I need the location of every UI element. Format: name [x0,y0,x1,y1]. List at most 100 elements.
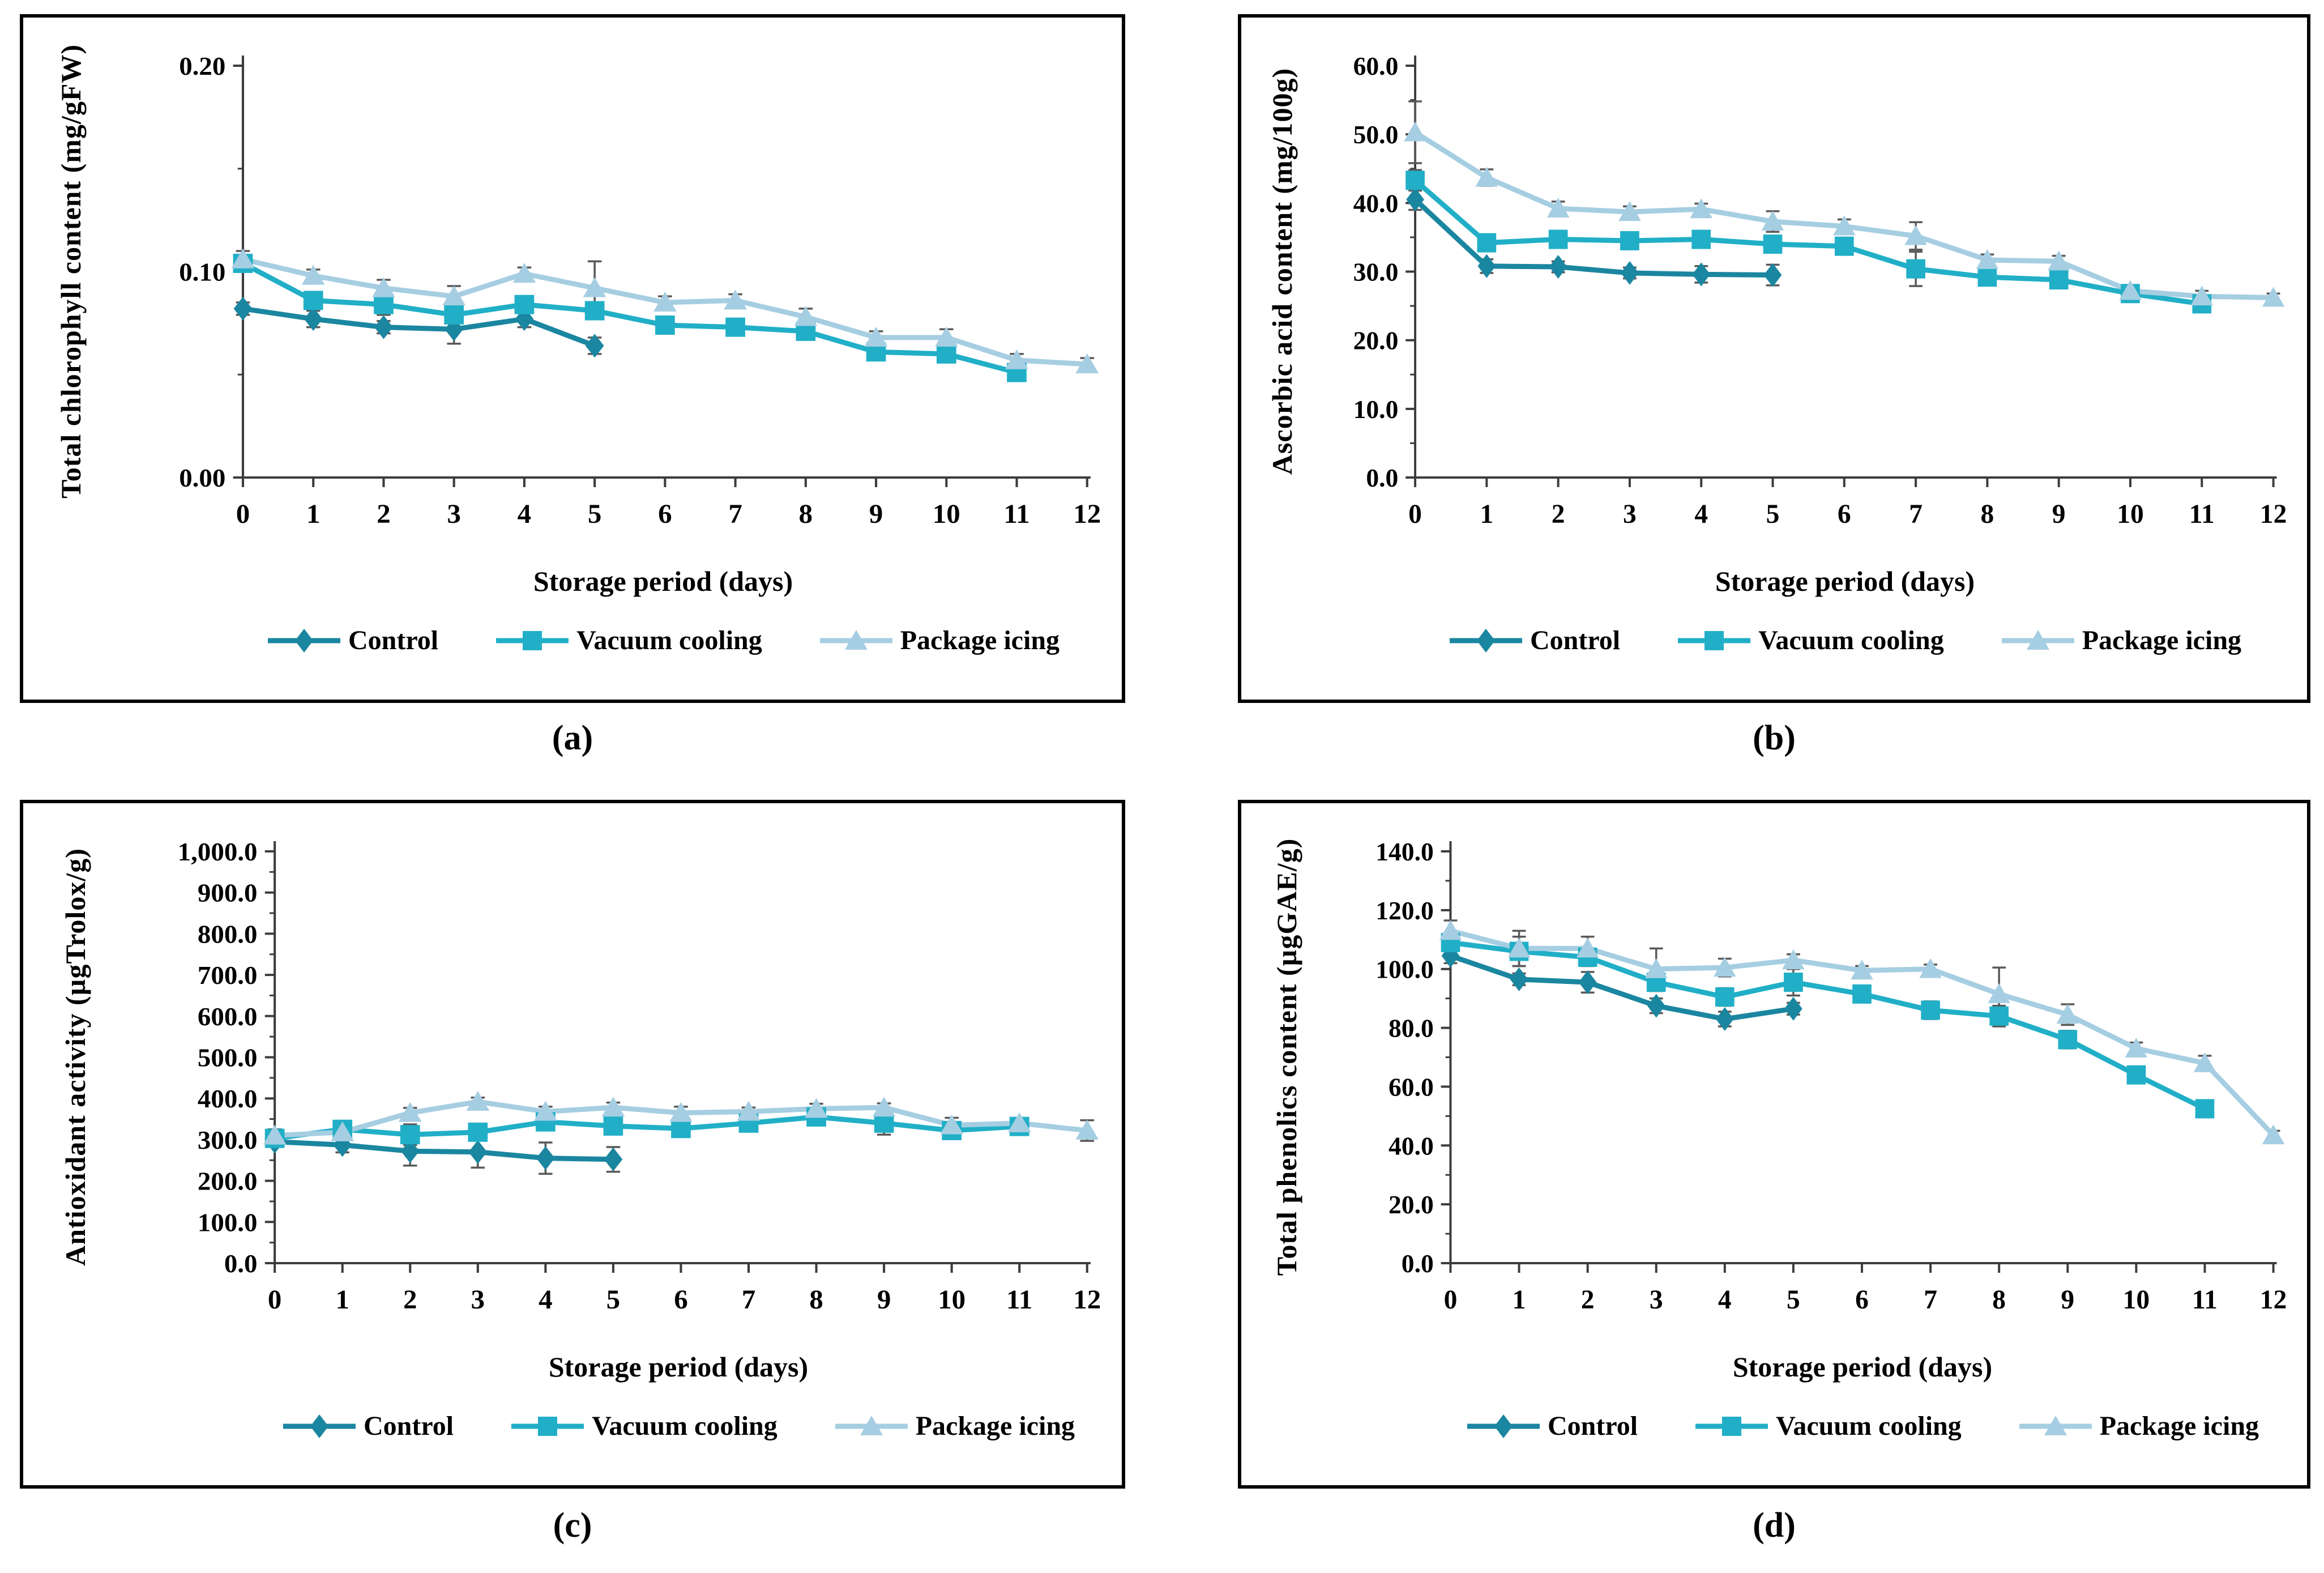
svg-text:3: 3 [1650,1285,1663,1315]
control-diamond-icon [1449,628,1522,653]
legend-item-package-icing: Package icing [819,625,1060,656]
svg-text:7: 7 [1909,499,1923,529]
svg-text:800.0: 800.0 [198,920,258,949]
svg-text:60.0: 60.0 [1353,52,1399,80]
svg-text:6: 6 [1838,499,1851,529]
svg-text:8: 8 [809,1285,823,1314]
x-axis-label: Storage period (days) [1732,1351,1993,1383]
control-diamond-icon [267,628,340,653]
svg-text:60.0: 60.0 [1389,1072,1434,1101]
svg-text:500.0: 500.0 [198,1044,258,1072]
svg-text:10: 10 [2123,1285,2150,1315]
ascorbic-acid-chart: 0.010.020.030.040.050.060.00 1 2 3 4 5 6 7 8 9 10 1… [1353,52,2287,529]
svg-text:0.10: 0.10 [179,258,225,287]
svg-text:10.0: 10.0 [1353,395,1399,424]
legend-label: Control [348,625,439,655]
control-diamond-icon [283,1414,356,1438]
svg-text:0.00: 0.00 [179,464,225,492]
svg-text:3: 3 [1623,499,1637,529]
legend-item-package-icing: Package icing [2001,625,2241,656]
x-axis-label: Storage period (days) [533,565,793,597]
package-triangle-icon [2001,629,2074,650]
svg-text:12: 12 [2260,1285,2287,1315]
svg-text:0.0: 0.0 [1366,463,1398,492]
svg-text:700.0: 700.0 [198,962,258,990]
caption-c: (c) [553,1506,592,1545]
svg-text:7: 7 [728,499,742,528]
svg-text:9: 9 [877,1285,891,1314]
legend-label: Control [1530,625,1621,655]
svg-text:80.0: 80.0 [1389,1013,1434,1042]
svg-text:1: 1 [306,499,321,528]
svg-text:9: 9 [869,499,883,528]
y-axis-label: Total phenolics content (µgGAE/g) [1271,838,1302,1276]
svg-text:8: 8 [1992,1285,2006,1315]
vacuum-square-icon [496,630,569,650]
svg-text:6: 6 [1855,1285,1869,1315]
svg-text:0: 0 [1408,499,1422,529]
chlorophyll-chart: 0.000.100.200 1 2 3 4 5 6 7 8 9 10 11 12 [179,52,1101,528]
svg-text:5: 5 [1766,499,1780,529]
svg-text:300.0: 300.0 [198,1126,258,1154]
legend: Control Vacuum cooling Package icing [1241,1410,2307,1442]
svg-text:5: 5 [588,499,602,528]
svg-text:7: 7 [1924,1285,1937,1315]
svg-text:12: 12 [2260,499,2287,529]
svg-text:600.0: 600.0 [198,1003,258,1031]
svg-text:140.0: 140.0 [1375,837,1433,866]
svg-text:12: 12 [1073,499,1101,528]
svg-text:5: 5 [606,1285,621,1314]
svg-text:6: 6 [674,1285,688,1314]
svg-text:4: 4 [518,499,532,528]
legend-label: Vacuum cooling [1758,625,1944,655]
svg-text:4: 4 [1694,499,1708,529]
legend: Control Vacuum cooling Package icing [23,625,1122,656]
caption-b: (b) [1753,719,1796,757]
svg-text:0.0: 0.0 [224,1250,258,1278]
legend-item-vacuum-cooling: Vacuum cooling [510,1410,777,1442]
legend-label: Vacuum cooling [576,625,762,655]
svg-text:4: 4 [539,1285,553,1314]
svg-text:0: 0 [268,1285,282,1314]
control-diamond-icon [1467,1414,1540,1438]
package-triangle-icon [819,629,892,650]
caption-d: (d) [1753,1506,1796,1545]
svg-text:1: 1 [1480,499,1493,529]
svg-text:0.0: 0.0 [1402,1249,1434,1278]
svg-text:400.0: 400.0 [198,1085,258,1114]
svg-text:120.0: 120.0 [1375,896,1433,925]
panel-total-phenolics: 0.0 20.0 40.0 60.0 80.0 100.0 120.0 140.0 0 1 2 3 4 5… [1238,800,2310,1489]
svg-text:20.0: 20.0 [1353,326,1399,355]
svg-text:3: 3 [447,499,461,528]
svg-text:12: 12 [1073,1285,1101,1314]
legend-label: Package icing [2082,625,2242,655]
svg-text:40.0: 40.0 [1353,189,1399,218]
svg-text:7: 7 [742,1285,756,1314]
svg-text:11: 11 [2192,1285,2218,1315]
svg-text:1: 1 [1513,1285,1526,1315]
svg-text:100.0: 100.0 [198,1209,258,1237]
legend: Control Vacuum cooling Package icing [23,1410,1122,1442]
legend-item-control: Control [1449,625,1620,656]
legend-label: Package icing [915,1411,1075,1441]
svg-text:50.0: 50.0 [1353,120,1399,149]
svg-text:2: 2 [377,499,391,528]
package-triangle-icon [835,1415,908,1435]
svg-text:9: 9 [2061,1285,2074,1315]
svg-text:9: 9 [2052,499,2066,529]
legend-label: Package icing [2099,1411,2259,1441]
y-axis-label: Antioxidant activity (µgTrolox/g) [59,848,91,1266]
svg-text:20.0: 20.0 [1389,1190,1434,1219]
legend-item-control: Control [267,625,438,656]
svg-text:0: 0 [1444,1285,1458,1315]
svg-text:1: 1 [335,1285,349,1314]
legend-item-vacuum-cooling: Vacuum cooling [1677,625,1944,656]
legend-label: Vacuum cooling [592,1411,777,1441]
y-axis-label: Ascorbic acid content (mg/100g) [1266,67,1298,475]
legend-label: Control [1547,1411,1638,1441]
svg-text:2: 2 [1581,1285,1595,1315]
legend-item-package-icing: Package icing [2018,1410,2259,1442]
svg-text:200.0: 200.0 [198,1167,258,1196]
svg-text:10: 10 [938,1285,966,1314]
